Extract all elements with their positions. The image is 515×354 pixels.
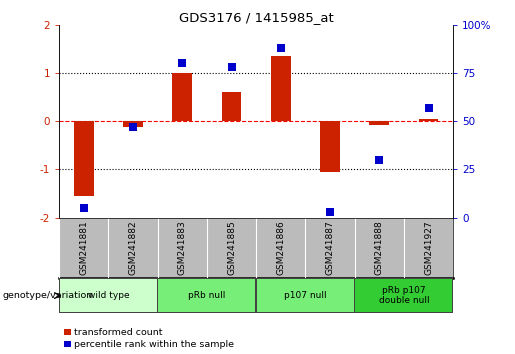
Bar [320,121,340,172]
Title: GDS3176 / 1415985_at: GDS3176 / 1415985_at [179,11,334,24]
Bar [60,279,157,312]
Text: GSM241885: GSM241885 [227,221,236,275]
Point [178,61,186,66]
Bar [222,92,242,121]
Bar [369,121,389,125]
Text: GSM241888: GSM241888 [375,221,384,275]
Point [326,209,334,215]
Text: genotype/variation: genotype/variation [3,291,93,300]
Point [129,124,137,130]
Text: p107 null: p107 null [284,291,327,300]
Text: GSM241887: GSM241887 [325,221,335,275]
Bar [419,119,438,121]
Bar [355,279,453,312]
Point [277,45,285,51]
Bar [159,279,255,312]
Text: GSM241882: GSM241882 [129,221,138,275]
Point [424,105,433,110]
Text: wild type: wild type [88,291,129,300]
Bar [257,279,354,312]
Point [375,157,384,163]
Text: GSM241886: GSM241886 [277,221,285,275]
Bar [173,73,192,121]
Text: GSM241927: GSM241927 [424,221,433,275]
Point [80,205,88,211]
Text: pRb p107
double null: pRb p107 double null [379,286,430,305]
Legend: transformed count, percentile rank within the sample: transformed count, percentile rank withi… [64,329,234,349]
Text: GSM241881: GSM241881 [79,221,89,275]
Bar [74,121,94,196]
Bar [271,56,290,121]
Text: GSM241883: GSM241883 [178,221,187,275]
Text: pRb null: pRb null [188,291,226,300]
Bar [123,121,143,127]
Point [228,64,236,70]
